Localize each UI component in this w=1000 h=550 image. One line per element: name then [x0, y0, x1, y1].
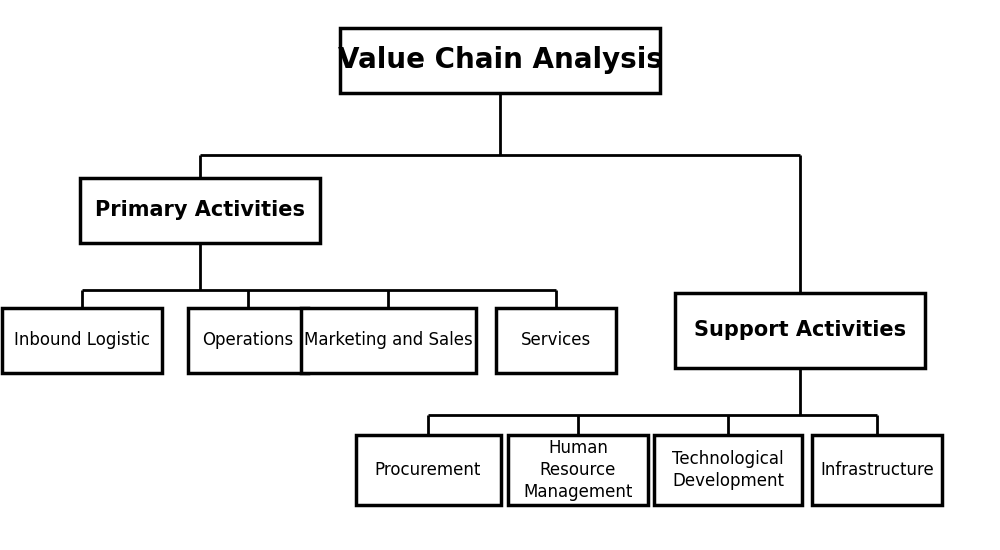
Text: Support Activities: Support Activities: [694, 320, 906, 340]
Text: Value Chain Analysis: Value Chain Analysis: [338, 46, 662, 74]
FancyBboxPatch shape: [496, 307, 616, 372]
Text: Marketing and Sales: Marketing and Sales: [304, 331, 472, 349]
FancyBboxPatch shape: [356, 435, 501, 505]
Text: Procurement: Procurement: [375, 461, 481, 479]
Text: Human
Resource
Management: Human Resource Management: [523, 439, 633, 501]
FancyBboxPatch shape: [812, 435, 942, 505]
FancyBboxPatch shape: [300, 307, 476, 372]
Text: Primary Activities: Primary Activities: [95, 200, 305, 220]
Text: Inbound Logistic: Inbound Logistic: [14, 331, 150, 349]
Text: Services: Services: [521, 331, 591, 349]
FancyBboxPatch shape: [508, 435, 648, 505]
FancyBboxPatch shape: [80, 178, 320, 243]
FancyBboxPatch shape: [340, 28, 660, 92]
Text: Infrastructure: Infrastructure: [820, 461, 934, 479]
Text: Technological
Development: Technological Development: [672, 450, 784, 490]
FancyBboxPatch shape: [2, 307, 162, 372]
FancyBboxPatch shape: [188, 307, 308, 372]
FancyBboxPatch shape: [654, 435, 802, 505]
FancyBboxPatch shape: [675, 293, 925, 367]
Text: Operations: Operations: [202, 331, 294, 349]
